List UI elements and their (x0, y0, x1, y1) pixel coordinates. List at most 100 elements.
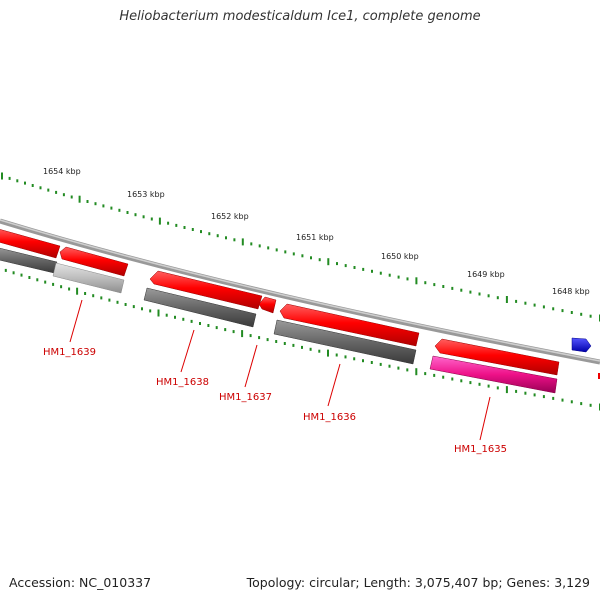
inner-scale-minor-tick (397, 366, 400, 370)
genome-summary-text: Topology: circular; Length: 3,075,407 bp… (246, 575, 590, 590)
outer-scale-minor-tick (542, 305, 545, 309)
inner-scale-minor-tick (36, 278, 39, 282)
outer-scale-minor-tick (208, 232, 211, 236)
inner-scale-minor-tick (524, 391, 527, 395)
outer-scale-minor-tick (191, 228, 194, 231)
kbp-label-1651: 1651 kbp (296, 233, 334, 242)
gene-arrow-reverse-1637[interactable] (258, 296, 277, 314)
inner-scale-minor-tick (478, 382, 481, 386)
outer-scale-minor-tick (216, 234, 219, 238)
inner-scale-minor-tick (344, 355, 347, 359)
outer-scale-minor-tick (496, 296, 499, 300)
inner-scale-minor-tick (515, 389, 518, 393)
outer-scale-major-tick (78, 195, 81, 203)
outer-scale-minor-tick (258, 244, 261, 248)
inner-scale-major-tick (76, 287, 79, 295)
outer-scale-minor-tick (167, 221, 170, 225)
inner-scale-minor-tick (353, 357, 356, 361)
outer-scale-minor-tick (175, 223, 178, 227)
lightgray-feature-1639[interactable] (52, 262, 125, 294)
inner-scale-minor-tick (589, 403, 592, 407)
inner-scale-minor-tick (283, 342, 286, 345)
magenta-feature-1635[interactable] (429, 355, 558, 394)
outer-scale-minor-tick (561, 309, 564, 313)
outer-scale-minor-tick (442, 285, 445, 288)
gene-arrow-reverse-1636[interactable] (279, 303, 420, 347)
inner-scale-minor-tick (561, 398, 564, 402)
kbp-label-1652: 1652 kbp (211, 212, 249, 221)
inner-scale-minor-tick (124, 303, 127, 306)
inner-scale-minor-tick (542, 395, 545, 399)
inner-scale-minor-tick (370, 361, 373, 364)
outer-scale-minor-tick (86, 200, 89, 203)
inner-scale-minor-tick (460, 379, 463, 383)
gene-label-1638[interactable]: HM1_1638 (156, 377, 209, 388)
leader-line-1636 (327, 363, 341, 407)
inner-scale-minor-tick (224, 328, 227, 332)
outer-scale-minor-tick (336, 262, 338, 266)
outer-scale-minor-tick (55, 190, 58, 194)
gene-label-1635[interactable]: HM1_1635 (454, 444, 507, 455)
outer-scale-minor-tick (275, 248, 278, 252)
inner-scale-major-tick (241, 330, 244, 338)
gene-arrow-forward-1[interactable] (0, 228, 61, 259)
kbp-label-1654: 1654 kbp (43, 167, 81, 176)
inner-scale-dots (4, 268, 600, 411)
blue-feature-arrow[interactable] (571, 337, 592, 353)
gene-label-1637[interactable]: HM1_1637 (219, 392, 272, 403)
outer-scale-minor-tick (433, 283, 436, 287)
outer-scale-minor-tick (362, 267, 365, 271)
inner-scale-minor-tick (68, 287, 71, 291)
outer-scale-minor-tick (233, 238, 236, 242)
outer-scale-minor-tick (102, 204, 105, 208)
inner-scale-minor-tick (52, 282, 55, 286)
outer-scale-minor-tick (24, 181, 26, 185)
outer-scale-minor-tick (589, 314, 592, 318)
gray-feature-1638[interactable] (143, 287, 257, 328)
outer-scale-minor-tick (250, 242, 253, 246)
inner-scale-minor-tick (388, 364, 391, 368)
gene-label-1639[interactable]: HM1_1639 (43, 347, 96, 358)
outer-scale-minor-tick (478, 292, 481, 296)
outer-scale-minor-tick (451, 286, 454, 290)
inner-scale-minor-tick (469, 381, 472, 385)
outer-scale-minor-tick (460, 288, 463, 292)
outer-scale-minor-tick (301, 254, 304, 258)
outer-scale-major-tick (1, 172, 3, 180)
accession-text: Accession: NC_010337 (9, 575, 152, 590)
outer-scale-minor-tick (397, 275, 400, 279)
inner-scale-major-tick (157, 309, 160, 317)
gene-arrow-forward-2[interactable] (59, 246, 129, 277)
leader-line-1639 (69, 299, 83, 343)
inner-scale-minor-tick (116, 300, 119, 304)
gene-label-1636[interactable]: HM1_1636 (303, 412, 356, 423)
outer-scale-major-tick (327, 258, 330, 266)
inner-scale-minor-tick (132, 305, 135, 309)
gene-arrow-reverse-1635[interactable] (434, 338, 560, 376)
leader-line-1638 (180, 329, 195, 373)
inner-scale-minor-tick (433, 373, 436, 377)
inner-scale-minor-tick (301, 345, 303, 349)
inner-scale-minor-tick (92, 294, 95, 298)
leader-line-1635 (479, 396, 491, 441)
gene-edge-fragment[interactable] (598, 373, 600, 379)
inner-scale-minor-tick (552, 396, 555, 400)
outer-scale-minor-tick (406, 277, 409, 281)
inner-scale-minor-tick (232, 330, 235, 334)
inner-scale-major-tick (327, 349, 329, 357)
outer-scale-minor-tick (94, 202, 97, 206)
outer-scale-minor-tick (580, 312, 583, 316)
outer-scale-minor-tick (47, 188, 50, 192)
inner-scale-minor-tick (149, 309, 152, 313)
outer-scale-minor-tick (515, 299, 518, 303)
inner-scale-minor-tick (266, 338, 269, 342)
kbp-label-1648: 1648 kbp (552, 287, 590, 296)
kbp-label-1653: 1653 kbp (127, 190, 165, 199)
outer-scale-minor-tick (424, 281, 427, 285)
outer-scale-major-tick (505, 296, 508, 303)
outer-scale-minor-tick (524, 301, 527, 305)
outer-scale-minor-tick (552, 307, 555, 311)
inner-scale-minor-tick (12, 271, 15, 275)
gray-feature-1636[interactable] (273, 319, 417, 365)
inner-scale-minor-tick (174, 315, 176, 319)
